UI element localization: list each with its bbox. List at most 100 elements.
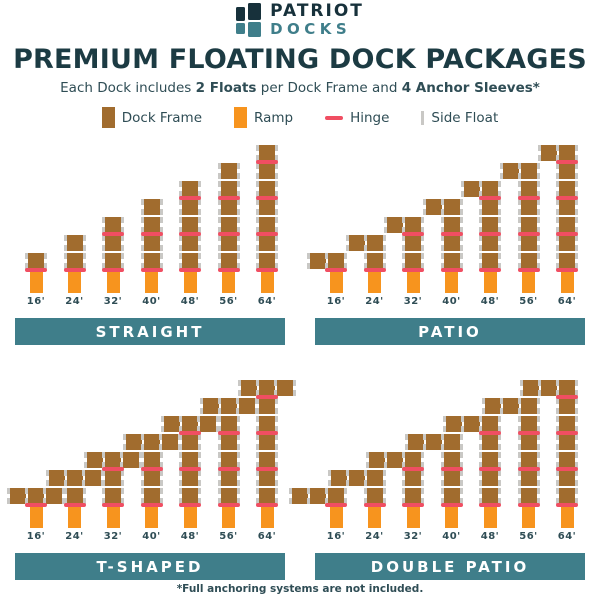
dock-frame bbox=[217, 235, 240, 251]
side-float bbox=[479, 480, 482, 486]
ramp bbox=[406, 506, 420, 528]
side-float bbox=[274, 380, 277, 386]
hinge-swatch bbox=[325, 115, 344, 120]
dock-frame bbox=[556, 163, 578, 179]
side-float bbox=[256, 245, 259, 251]
dock-head-row bbox=[140, 199, 163, 215]
side-float bbox=[440, 209, 444, 215]
dock-frame bbox=[384, 452, 406, 468]
side-float bbox=[536, 498, 540, 504]
side-float bbox=[81, 470, 85, 476]
side-float bbox=[198, 181, 201, 187]
side-float bbox=[498, 434, 501, 440]
side-float bbox=[498, 498, 501, 504]
side-float bbox=[140, 217, 144, 223]
side-float bbox=[481, 408, 485, 414]
side-float bbox=[421, 480, 424, 486]
dock-frame bbox=[179, 488, 201, 504]
banner-patio: PATIO bbox=[315, 318, 585, 345]
brand-name-docks: DOCKS bbox=[270, 19, 352, 38]
side-float bbox=[382, 253, 386, 259]
side-float bbox=[461, 426, 464, 432]
dock-frame bbox=[556, 380, 578, 396]
dock-frame bbox=[517, 181, 540, 197]
dock-frame bbox=[256, 217, 278, 233]
side-float bbox=[217, 408, 221, 414]
hinge-line bbox=[479, 431, 501, 435]
dock-head-row bbox=[102, 217, 124, 233]
hinge-line bbox=[140, 268, 163, 272]
dock-head-row bbox=[366, 452, 424, 468]
side-float bbox=[536, 263, 540, 269]
ramp bbox=[368, 271, 381, 293]
dock-frame bbox=[363, 235, 386, 251]
dock-head-row bbox=[461, 181, 501, 197]
side-float bbox=[102, 462, 105, 468]
legend-label: Dock Frame bbox=[121, 109, 202, 126]
side-float bbox=[556, 209, 559, 215]
ramp bbox=[445, 506, 458, 528]
dock-column-56ft bbox=[217, 163, 240, 293]
side-float bbox=[159, 488, 163, 494]
side-float bbox=[275, 145, 278, 151]
dock-frame bbox=[102, 488, 124, 504]
side-float bbox=[159, 227, 163, 233]
side-float bbox=[159, 217, 163, 223]
side-float bbox=[345, 480, 349, 486]
side-float bbox=[25, 498, 28, 504]
side-float bbox=[159, 498, 163, 504]
side-float bbox=[121, 235, 124, 241]
dock-head-row bbox=[25, 253, 47, 269]
ramp bbox=[222, 271, 235, 293]
side-float bbox=[538, 155, 541, 161]
side-float bbox=[363, 245, 367, 251]
side-float bbox=[479, 217, 482, 223]
dock-frame bbox=[256, 398, 278, 414]
dock-frame bbox=[256, 163, 278, 179]
dock-frame bbox=[556, 488, 578, 504]
side-float bbox=[556, 398, 559, 404]
side-float bbox=[275, 408, 278, 414]
side-float bbox=[498, 209, 501, 215]
length-label: 24' bbox=[65, 531, 84, 542]
side-float bbox=[402, 253, 405, 259]
hinge-line bbox=[179, 503, 201, 507]
dock-column-24ft bbox=[45, 470, 104, 528]
side-float bbox=[217, 434, 221, 440]
ramp bbox=[329, 506, 343, 528]
side-float bbox=[479, 181, 482, 187]
length-labels: 16' 24' 32' 40' 48' 56' 64' bbox=[0, 296, 300, 309]
side-float bbox=[236, 480, 240, 486]
side-float bbox=[536, 227, 540, 233]
side-float bbox=[575, 426, 578, 432]
side-float bbox=[575, 181, 578, 187]
dock-head-row bbox=[217, 163, 240, 179]
ramp bbox=[522, 271, 535, 293]
dock-frame bbox=[179, 235, 201, 251]
length-label: 64' bbox=[257, 296, 277, 307]
dock-frame bbox=[327, 470, 350, 486]
side-float bbox=[479, 263, 482, 269]
dock-frame bbox=[307, 488, 329, 504]
side-float bbox=[575, 398, 578, 404]
side-float bbox=[556, 235, 559, 241]
dock-frame bbox=[84, 452, 106, 468]
length-label: 56' bbox=[219, 296, 238, 307]
side-float bbox=[481, 398, 485, 404]
hinge-line bbox=[102, 503, 124, 507]
side-float bbox=[575, 173, 578, 179]
side-float bbox=[517, 426, 521, 432]
side-float bbox=[121, 227, 124, 233]
side-float bbox=[140, 245, 144, 251]
side-float bbox=[236, 462, 240, 468]
hinge-line bbox=[363, 268, 386, 272]
hinge-line bbox=[140, 503, 163, 507]
dock-frame bbox=[102, 217, 124, 233]
dock-frame bbox=[158, 434, 181, 450]
hinge-line bbox=[256, 467, 278, 471]
patriot-docks-logo-icon bbox=[236, 2, 262, 37]
side-float bbox=[217, 209, 221, 215]
dock-frame bbox=[440, 470, 463, 486]
side-float bbox=[479, 227, 482, 233]
side-float bbox=[556, 181, 559, 187]
